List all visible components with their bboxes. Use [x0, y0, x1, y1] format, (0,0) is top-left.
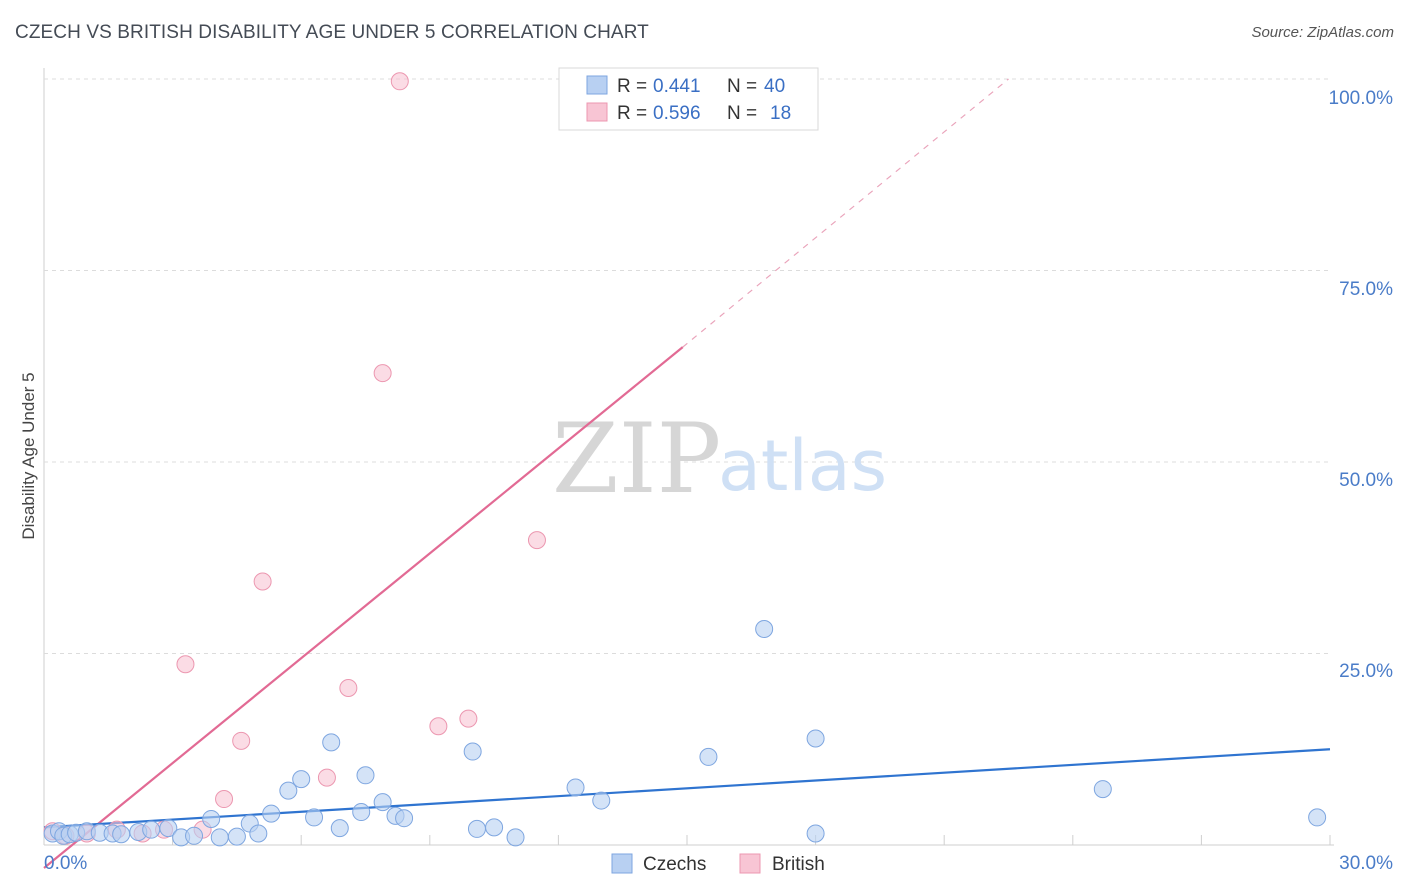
british-point — [215, 790, 234, 809]
czech-point — [463, 742, 482, 761]
czech-point — [185, 826, 204, 845]
czech-point — [592, 791, 611, 810]
czech-point — [699, 747, 718, 766]
czech-points — [43, 619, 1327, 847]
czech-point — [159, 819, 178, 838]
bottom-legend-british-label: British — [772, 854, 825, 875]
legend-czech-r-value: 0.441 — [653, 76, 701, 97]
watermark-atlas: atlas — [718, 425, 887, 507]
czech-point — [112, 825, 131, 844]
british-point — [527, 531, 546, 550]
y-axis-title: Disability Age Under 5 — [19, 372, 38, 539]
chart-title: CZECH VS BRITISH DISABILITY AGE UNDER 5 … — [15, 22, 649, 43]
czech-point — [485, 818, 504, 837]
bottom-legend-czechs-swatch — [611, 853, 633, 874]
czech-point — [1308, 808, 1327, 827]
czech-point — [506, 828, 525, 847]
legend-box: R = 0.441 N = 40 R = 0.596 N = 18 — [558, 67, 819, 131]
bottom-legend-british-swatch — [739, 853, 761, 874]
legend-british-r-value: 0.596 — [653, 103, 701, 124]
british-point — [390, 72, 409, 91]
y-tick-label-75: 75.0% — [1339, 279, 1393, 300]
british-point — [176, 655, 195, 674]
czech-point — [352, 803, 371, 822]
czech-point — [279, 781, 298, 800]
czech-point — [292, 770, 311, 789]
czech-point — [202, 809, 221, 828]
czech-point — [249, 824, 268, 843]
czech-point — [262, 804, 281, 823]
czech-trend-group — [43, 748, 1331, 829]
czech-point — [806, 729, 825, 748]
british-point — [339, 678, 358, 697]
legend-british-n-label: N = — [727, 103, 757, 124]
source-credit: Source: ZipAtlas.com — [1251, 24, 1394, 41]
grid-lines — [44, 78, 1330, 654]
y-tick-label-25: 25.0% — [1339, 661, 1393, 682]
czech-point — [566, 778, 585, 797]
y-tick-label-100: 100.0% — [1329, 88, 1394, 109]
bottom-legend-czechs-label: Czechs — [643, 854, 706, 875]
bottom-legend: Czechs British — [611, 853, 825, 875]
x-tick-label-min: 0.0% — [44, 853, 87, 874]
british-point — [373, 364, 392, 383]
british-point — [317, 768, 336, 787]
legend-british-r-label: R = — [617, 103, 647, 124]
czech-trend-line — [43, 748, 1331, 829]
czech-point — [142, 820, 161, 839]
legend-british-n-value: 18 — [770, 103, 791, 124]
czech-point — [356, 766, 375, 785]
watermark-zip: ZIP — [552, 403, 721, 515]
y-tick-label-50: 50.0% — [1339, 470, 1393, 491]
czech-point — [305, 808, 324, 827]
british-point — [253, 572, 272, 591]
czech-point — [806, 824, 825, 843]
czech-point — [755, 619, 774, 638]
legend-british-swatch — [586, 102, 608, 122]
czech-point — [467, 819, 486, 838]
czech-point — [395, 809, 414, 828]
czech-point — [210, 828, 229, 847]
legend-czech-n-label: N = — [727, 76, 757, 97]
czech-point — [322, 733, 341, 752]
czech-point — [227, 827, 246, 846]
x-tick-label-max: 30.0% — [1339, 853, 1393, 874]
czech-point — [1093, 780, 1112, 799]
legend-czech-swatch — [586, 75, 608, 95]
british-points — [43, 72, 546, 845]
czech-point — [373, 793, 392, 812]
british-trend-line — [43, 346, 684, 869]
british-point — [459, 709, 478, 728]
legend-czech-r-label: R = — [617, 76, 647, 97]
british-trend-extension — [682, 78, 1009, 348]
british-point — [429, 717, 448, 736]
czech-point — [330, 819, 349, 838]
legend-czech-n-value: 40 — [764, 76, 785, 97]
british-point — [232, 731, 251, 750]
british-trend-group — [43, 78, 1009, 869]
x-tick-marks — [172, 835, 1331, 845]
